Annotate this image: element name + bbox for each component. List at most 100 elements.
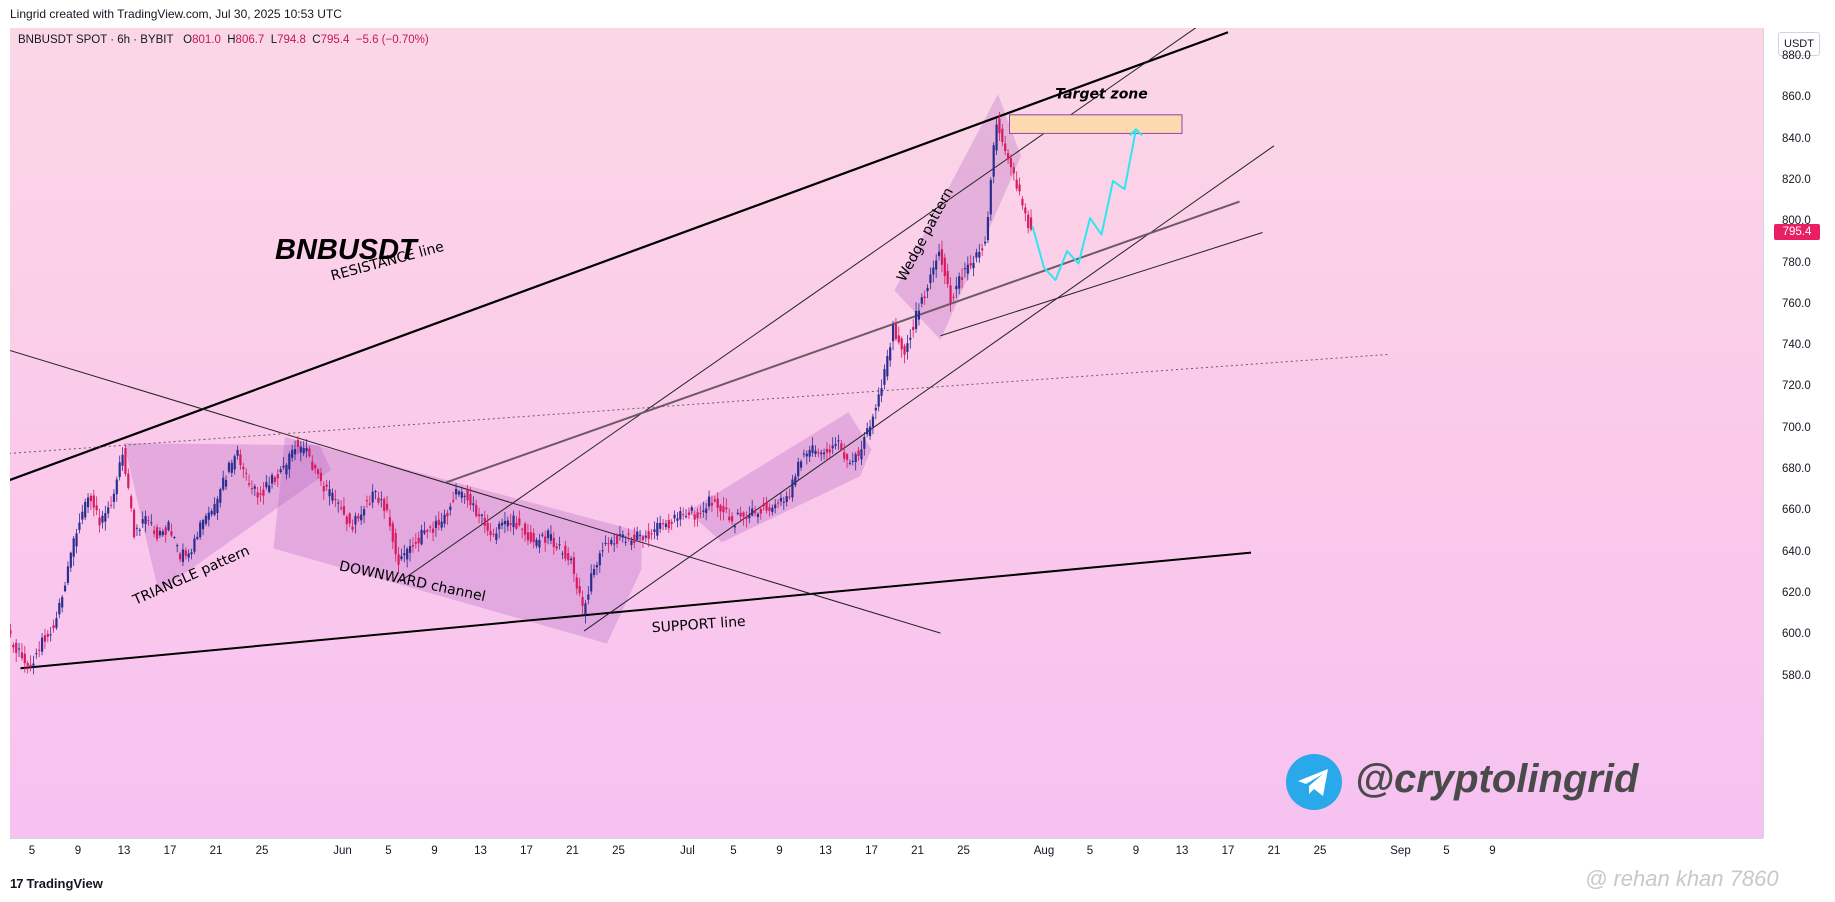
candle (176, 545, 179, 547)
time-tick-label: 9 (431, 845, 438, 857)
price-tick-label: 620.0 (1782, 586, 1811, 599)
candle (512, 515, 515, 528)
candle (334, 498, 337, 500)
candle (342, 506, 346, 515)
time-tick-label: 5 (1086, 845, 1094, 857)
candle (667, 519, 670, 529)
candle (894, 324, 898, 340)
candle (943, 257, 946, 276)
candle (216, 498, 219, 514)
candle (552, 537, 555, 548)
candle (434, 520, 438, 529)
candle (331, 492, 334, 501)
candle (109, 504, 113, 506)
candle (296, 439, 300, 447)
candle (362, 509, 366, 516)
candle (799, 461, 803, 468)
candle (897, 335, 900, 343)
candle (981, 248, 984, 251)
time-tick-label: 5 (730, 845, 737, 857)
candle (414, 542, 417, 544)
candle (776, 502, 780, 504)
candle (374, 490, 377, 492)
candle (388, 517, 392, 527)
candle (500, 522, 504, 526)
candle (101, 515, 104, 523)
pattern-triangle (124, 443, 331, 592)
candle (808, 450, 811, 457)
candle (779, 497, 783, 502)
candle (555, 546, 558, 549)
candle (759, 509, 762, 514)
price-axis[interactable]: USDT 880.0 860.0 840.0 820.0 800.0 780.0 760.0… (1763, 28, 1835, 838)
candle (518, 518, 521, 526)
candle (659, 522, 662, 529)
target-zone (1009, 114, 1183, 134)
time-tick-label: 17 (520, 845, 533, 857)
candle (311, 461, 314, 470)
currency-selector[interactable]: USDT (1778, 32, 1820, 56)
time-tick-label: 13 (819, 845, 832, 857)
candle (52, 625, 55, 629)
candle (184, 550, 187, 556)
candle (61, 597, 64, 608)
candle (1018, 184, 1021, 192)
candle (575, 577, 578, 589)
candle (906, 343, 909, 352)
candle (178, 553, 182, 560)
candle (854, 454, 857, 463)
candle (380, 499, 383, 501)
candle (483, 517, 486, 526)
candle (627, 533, 630, 535)
candle (239, 454, 242, 466)
candle (653, 529, 656, 532)
candle (256, 492, 259, 498)
candle (406, 548, 409, 560)
candle (193, 538, 196, 552)
candle (227, 462, 231, 472)
candle (322, 486, 325, 492)
candle (883, 369, 886, 385)
candle (515, 523, 518, 529)
candle (443, 514, 446, 524)
time-tick-label: 5 (28, 845, 36, 857)
candle (825, 448, 829, 453)
candle (949, 285, 952, 303)
candle (782, 501, 785, 503)
candle (408, 546, 412, 553)
candle (49, 634, 52, 636)
ohlc-low-label: L (270, 34, 278, 46)
candle (880, 388, 883, 396)
tradingview-logo[interactable]: 17 TradingView (10, 876, 103, 891)
candle (199, 522, 202, 538)
candle (385, 503, 389, 510)
chart-area[interactable]: RESISTANCE line TRIANGLE pattern DOWNWARD … (10, 28, 1763, 838)
candle (452, 500, 455, 502)
candle (276, 474, 279, 479)
ohlc-open-label: O (183, 34, 193, 46)
candle (58, 602, 61, 615)
time-axis[interactable]: 5 9 13 17 21 25 Jun 5 9 13 17 21 25 Jul 5 9 13 17 21 25 Aug 5… (10, 838, 1763, 863)
candle (843, 452, 846, 459)
candle (81, 511, 84, 520)
candle (535, 539, 538, 546)
candle (707, 496, 711, 507)
trend-line-dotted-trend (10, 353, 1390, 454)
candle (561, 553, 564, 555)
candle (1029, 217, 1033, 230)
candle (785, 496, 788, 502)
candle (857, 450, 860, 456)
time-tick-label: 25 (1313, 845, 1327, 857)
candle (705, 508, 708, 514)
candle (845, 454, 849, 460)
candle (710, 502, 714, 506)
candle (891, 324, 895, 342)
candle (10, 629, 12, 634)
candle (26, 663, 29, 666)
candle (601, 550, 604, 552)
candle (687, 512, 691, 516)
candle (521, 528, 524, 530)
candle (699, 512, 702, 514)
candle (851, 460, 854, 462)
